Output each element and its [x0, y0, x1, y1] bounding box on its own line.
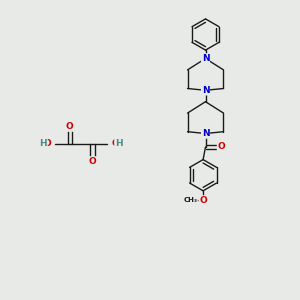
Text: O: O	[66, 122, 74, 131]
Text: N: N	[202, 86, 209, 95]
Text: H: H	[115, 140, 123, 148]
Text: CH₃: CH₃	[183, 197, 197, 203]
Text: O: O	[43, 140, 51, 148]
Text: O: O	[218, 142, 225, 152]
Text: N: N	[202, 54, 209, 63]
Text: O: O	[199, 196, 207, 205]
Text: N: N	[202, 129, 209, 138]
Text: H: H	[39, 140, 47, 148]
Text: O: O	[88, 157, 96, 166]
Text: O: O	[111, 140, 119, 148]
